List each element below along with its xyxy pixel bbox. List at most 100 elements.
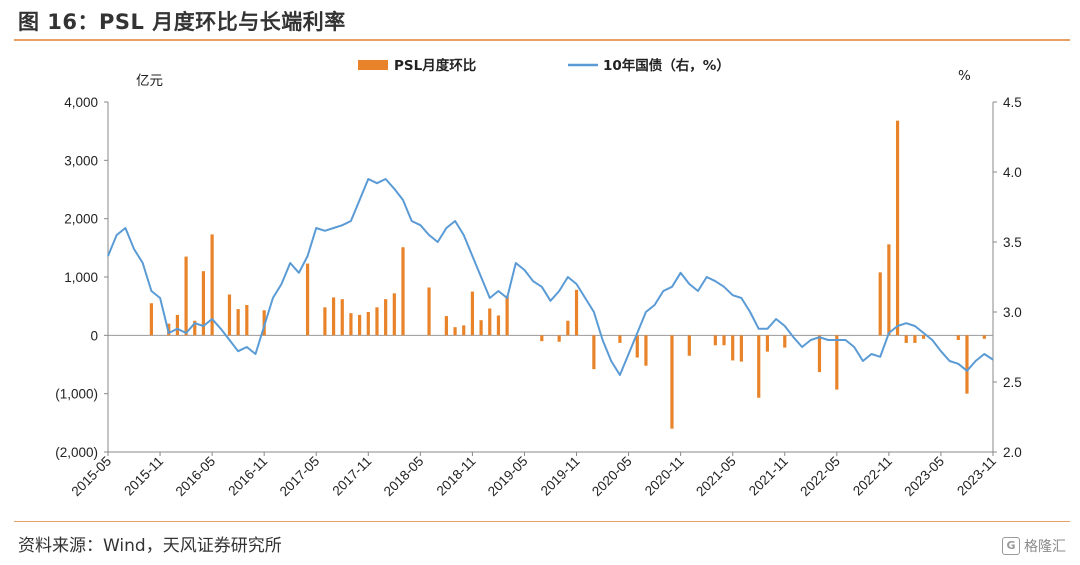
yield-line (107, 178, 994, 376)
psl-bar (245, 305, 249, 336)
left-tick-label: (2,000) (55, 445, 98, 460)
legend-bar-label: PSL月度环比 (394, 57, 476, 74)
watermark: G 格隆汇 (1002, 536, 1066, 556)
psl-bar (956, 335, 960, 340)
right-tick-label: 4.5 (1003, 95, 1022, 110)
x-tick-label: 2017-05 (277, 454, 323, 500)
psl-bar (982, 335, 986, 339)
psl-bar (670, 335, 674, 429)
psl-bar (895, 120, 900, 336)
x-tick-label: 2019-11 (538, 454, 583, 499)
chart-axes (104, 101, 997, 456)
psl-bar (913, 335, 917, 343)
psl-bar (618, 335, 622, 343)
psl-bar (965, 335, 969, 394)
psl-bar (739, 335, 743, 362)
x-tick-label: 2020-05 (589, 454, 635, 500)
psl-bar (479, 320, 483, 336)
psl-bar (644, 335, 648, 366)
right-tick-label: 3.5 (1003, 235, 1022, 250)
x-tick-label: 2020-11 (642, 454, 687, 499)
x-tick-label: 2018-11 (434, 454, 479, 499)
psl-yield-chart: 4,000 3,000 2,000 1,000 0 (1,000) (2,000) 4.5 4.… (55, 57, 1022, 500)
legend-line-label: 10年国债（右，%） (603, 57, 730, 74)
left-tick-label: 4,000 (64, 95, 98, 110)
psl-bar (921, 335, 926, 339)
psl-bar (149, 303, 153, 336)
x-tick-label: 2015-05 (68, 454, 114, 500)
psl-bar (817, 335, 822, 373)
x-tick-label: 2016-05 (173, 454, 219, 500)
psl-bar (401, 247, 405, 336)
yield-series-line (107, 178, 994, 376)
psl-bar (340, 299, 344, 336)
psl-bar (358, 314, 362, 336)
x-tick-label: 2019-05 (485, 454, 531, 500)
left-tick-label: (1,000) (55, 387, 98, 402)
psl-bar (453, 327, 457, 336)
psl-bar (384, 299, 388, 336)
right-tick-label: 2.0 (1003, 445, 1022, 460)
watermark-logo-icon: G (1002, 537, 1020, 555)
psl-bar (757, 335, 761, 398)
psl-bar (349, 313, 353, 336)
left-axis-unit: 亿元 (136, 73, 163, 89)
chart-legend: PSL月度环比 10年国债（右，%） (358, 57, 730, 74)
psl-bar (557, 335, 561, 342)
right-tick-label: 3.0 (1003, 305, 1022, 320)
psl-bar (462, 325, 466, 336)
psl-bar (210, 234, 214, 336)
psl-bar (566, 320, 570, 336)
psl-bar (392, 293, 396, 336)
psl-bar (427, 287, 431, 336)
source-note: 资料来源：Wind，天风证券研究所 (18, 536, 282, 556)
legend-bar-swatch (358, 60, 388, 70)
x-tick-label: 2023-05 (901, 454, 947, 500)
x-tick-label: 2017-11 (329, 454, 374, 499)
psl-bar (375, 307, 379, 336)
left-tick-label: 3,000 (64, 153, 98, 168)
psl-bar (193, 320, 197, 336)
psl-bar (201, 271, 206, 336)
psl-bar (444, 316, 448, 336)
left-tick-label: 1,000 (64, 270, 98, 285)
psl-bar (835, 335, 839, 390)
psl-bar (505, 295, 509, 336)
psl-bar (878, 272, 882, 336)
psl-bar (227, 294, 232, 336)
right-axis-unit: % (958, 68, 971, 84)
x-tick-label: 2021-05 (693, 454, 739, 500)
psl-bar (236, 309, 240, 336)
left-tick-label: 0 (90, 328, 98, 343)
psl-bar (488, 308, 492, 336)
psl-bar (470, 291, 475, 336)
x-tick-label: 2018-05 (381, 454, 427, 500)
psl-bar (496, 315, 501, 336)
psl-bar (323, 307, 327, 336)
psl-bar (175, 314, 180, 336)
psl-bar (904, 335, 908, 343)
psl-bar (592, 335, 596, 370)
x-tick-label: 2023-11 (954, 454, 999, 499)
psl-bar (887, 244, 891, 336)
psl-bar (366, 312, 370, 336)
psl-bar (731, 335, 735, 361)
psl-bar (305, 263, 310, 336)
x-tick-label: 2015-11 (121, 454, 166, 499)
psl-bars (149, 120, 986, 429)
x-tick-label: 2022-11 (850, 454, 895, 499)
psl-bar (540, 335, 544, 342)
psl-bar (687, 335, 691, 356)
psl-bar (713, 335, 717, 346)
watermark-text: 格隆汇 (1024, 539, 1066, 555)
psl-bar (635, 335, 639, 358)
right-tick-label: 4.0 (1003, 165, 1022, 180)
x-tick-label: 2021-11 (746, 454, 791, 499)
footer-divider (14, 521, 1070, 522)
psl-bar (765, 335, 770, 352)
psl-bar (331, 297, 336, 336)
left-tick-label: 2,000 (64, 212, 98, 227)
psl-bar (783, 335, 787, 348)
x-tick-label: 2016-11 (225, 454, 270, 499)
psl-bar (722, 335, 726, 346)
